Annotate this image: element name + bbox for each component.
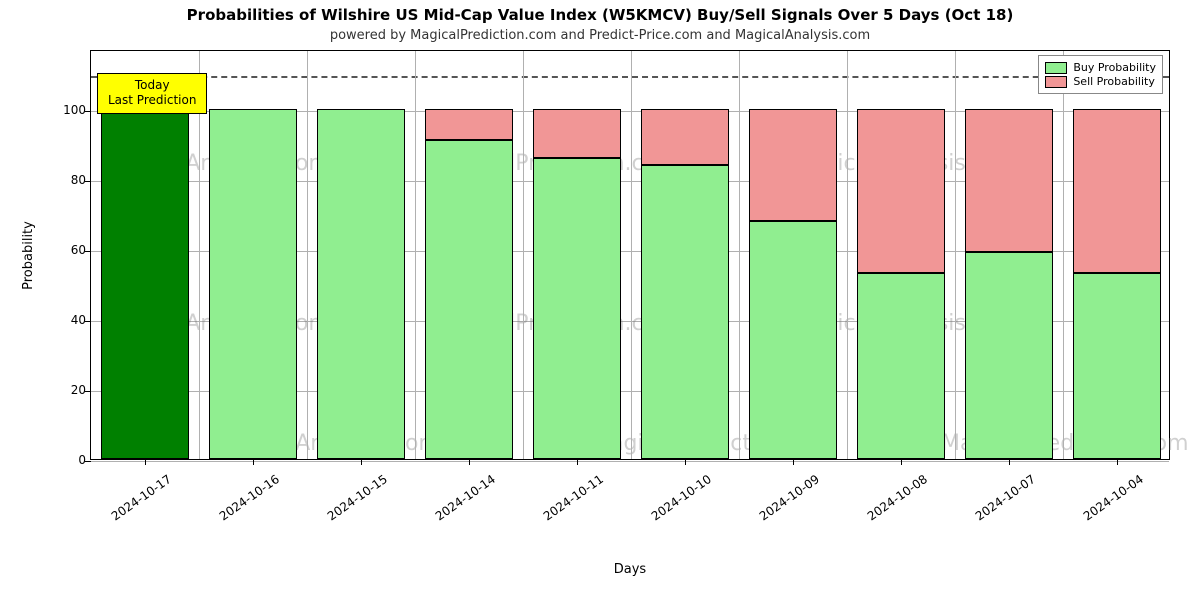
- bar-group: [857, 109, 946, 459]
- gridline-vertical: [415, 51, 416, 459]
- bar-buy: [425, 140, 514, 459]
- legend-label: Buy Probability: [1073, 61, 1156, 74]
- bar-sell: [425, 109, 514, 141]
- x-tick: [793, 459, 794, 465]
- x-tick-label: 2024-10-11: [524, 472, 606, 535]
- gridline-vertical: [739, 51, 740, 459]
- bar-sell: [749, 109, 838, 221]
- chart-subtitle: powered by MagicalPrediction.com and Pre…: [0, 28, 1200, 43]
- bar-buy: [317, 109, 406, 459]
- bar-sell: [641, 109, 730, 165]
- x-tick: [685, 459, 686, 465]
- y-tick-label: 60: [36, 243, 86, 257]
- x-tick-label: 2024-10-08: [848, 472, 930, 535]
- bar-buy: [749, 221, 838, 459]
- bar-group: [641, 109, 730, 459]
- bar-group: [965, 109, 1054, 459]
- x-tick: [1117, 459, 1118, 465]
- legend: Buy ProbabilitySell Probability: [1038, 55, 1163, 94]
- bar-group: [749, 109, 838, 459]
- x-tick: [145, 459, 146, 465]
- bar-group: [101, 109, 190, 459]
- x-tick-label: 2024-10-15: [308, 472, 390, 535]
- y-tick-label: 0: [36, 453, 86, 467]
- x-tick: [1009, 459, 1010, 465]
- x-tick-label: 2024-10-16: [200, 472, 282, 535]
- bar-group: [317, 109, 406, 459]
- bar-buy: [965, 252, 1054, 459]
- bar-buy: [857, 273, 946, 459]
- bar-group: [425, 109, 514, 459]
- legend-swatch: [1045, 76, 1067, 88]
- callout-line: Last Prediction: [108, 93, 196, 109]
- x-tick-label: 2024-10-14: [416, 472, 498, 535]
- bar-sell: [857, 109, 946, 274]
- x-tick-label: 2024-10-07: [956, 472, 1038, 535]
- today-callout: TodayLast Prediction: [97, 73, 207, 114]
- legend-swatch: [1045, 62, 1067, 74]
- x-axis-label: Days: [90, 562, 1170, 577]
- bar-buy: [1073, 273, 1162, 459]
- bar-sell: [965, 109, 1054, 253]
- y-axis-label: Probability: [21, 221, 36, 290]
- bar-group: [209, 109, 298, 459]
- y-tick-label: 40: [36, 313, 86, 327]
- x-tick: [361, 459, 362, 465]
- y-tick-label: 100: [36, 103, 86, 117]
- gridline-vertical: [955, 51, 956, 459]
- legend-label: Sell Probability: [1073, 75, 1155, 88]
- y-tick-label: 20: [36, 383, 86, 397]
- chart-title: Probabilities of Wilshire US Mid-Cap Val…: [0, 6, 1200, 24]
- legend-item: Sell Probability: [1045, 75, 1156, 88]
- bar-group: [1073, 109, 1162, 459]
- bar-buy: [101, 109, 190, 459]
- bar-buy: [209, 109, 298, 459]
- x-tick: [253, 459, 254, 465]
- figure: Probabilities of Wilshire US Mid-Cap Val…: [0, 0, 1200, 600]
- gridline-vertical: [523, 51, 524, 459]
- bar-buy: [533, 158, 622, 459]
- x-tick-label: 2024-10-09: [740, 472, 822, 535]
- bar-sell: [533, 109, 622, 158]
- x-tick: [469, 459, 470, 465]
- bar-buy: [641, 165, 730, 459]
- x-tick: [901, 459, 902, 465]
- y-tick-label: 80: [36, 173, 86, 187]
- gridline-vertical: [631, 51, 632, 459]
- gridline-vertical: [1063, 51, 1064, 459]
- plot-area: MagicalAnalysis.comMagicalPrediction.com…: [90, 50, 1170, 460]
- gridline-vertical: [307, 51, 308, 459]
- bar-sell: [1073, 109, 1162, 274]
- x-tick: [577, 459, 578, 465]
- callout-line: Today: [108, 78, 196, 94]
- gridline-vertical: [847, 51, 848, 459]
- x-tick-label: 2024-10-10: [632, 472, 714, 535]
- x-tick-label: 2024-10-04: [1064, 472, 1146, 535]
- y-axis-label-container: Probability: [18, 50, 38, 460]
- bar-group: [533, 109, 622, 459]
- x-tick-label: 2024-10-17: [92, 472, 174, 535]
- reference-line: [91, 76, 1169, 78]
- legend-item: Buy Probability: [1045, 61, 1156, 74]
